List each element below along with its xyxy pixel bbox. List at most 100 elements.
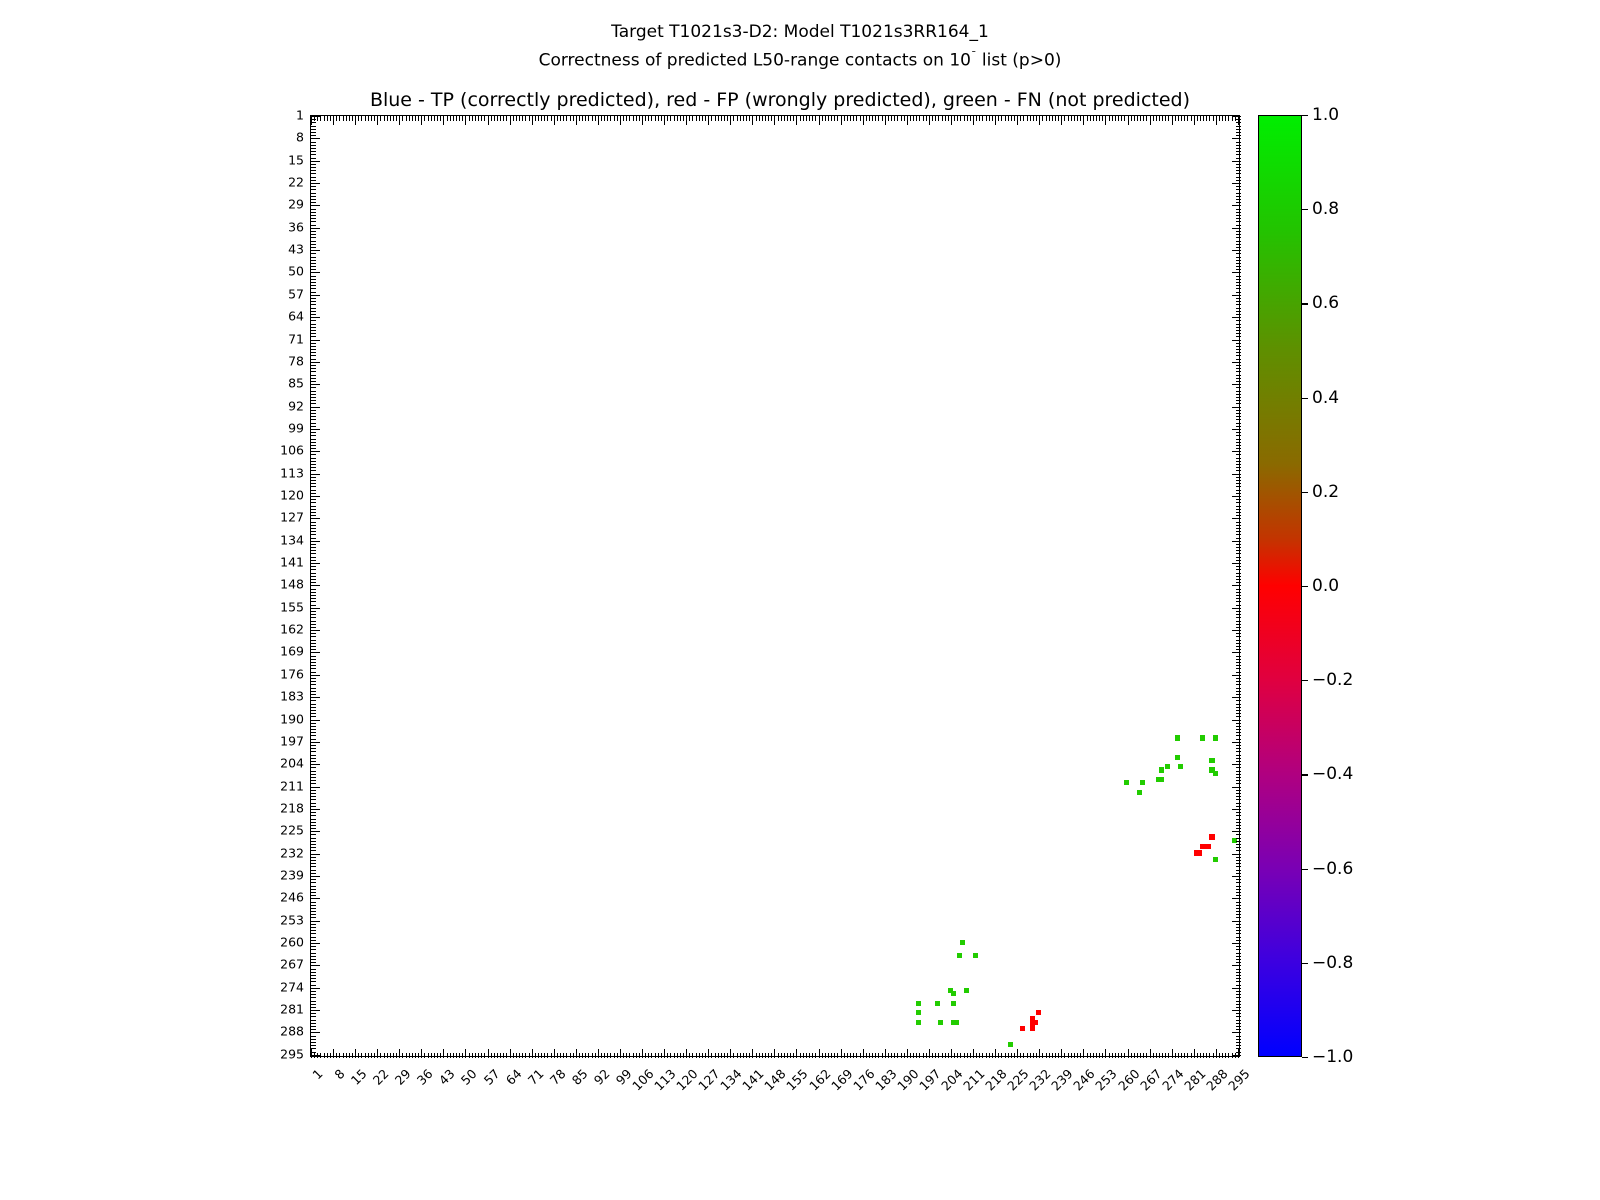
y-tick-label: 190: [280, 711, 304, 727]
axis-tick: [358, 1053, 360, 1058]
axis-tick: [1232, 898, 1241, 900]
axis-tick: [311, 572, 316, 574]
axis-tick: [311, 543, 316, 545]
axis-tick: [1061, 116, 1063, 125]
axis-tick: [695, 116, 697, 121]
axis-tick: [311, 412, 316, 414]
contact-cell-fn: [1159, 767, 1165, 773]
colorbar-tick-label: 0.8: [1312, 199, 1340, 220]
axis-tick: [1136, 1053, 1138, 1058]
axis-tick: [323, 1053, 325, 1058]
axis-tick: [1236, 575, 1241, 577]
axis-tick: [755, 116, 757, 121]
axis-tick: [311, 224, 316, 226]
axis-tick: [1236, 125, 1241, 127]
axis-tick: [311, 952, 316, 954]
axis-tick: [311, 329, 316, 331]
axis-tick: [1130, 116, 1132, 121]
axis-tick: [834, 1053, 836, 1058]
colorbar-tick: [1302, 397, 1308, 399]
axis-tick: [311, 879, 316, 881]
axis-tick: [638, 116, 640, 121]
axis-tick: [1236, 773, 1241, 775]
axis-tick: [635, 1053, 637, 1058]
axis-tick: [525, 116, 527, 121]
y-axis-labels: 1 8 15 22 29 36 43 50 57 64 71 78 85 92 99 106 113 120 127…: [242, 108, 304, 1062]
axis-tick: [777, 1053, 779, 1058]
axis-tick: [872, 1053, 874, 1058]
axis-tick: [1184, 1053, 1186, 1058]
axis-tick: [311, 1032, 320, 1034]
axis-tick: [1023, 116, 1025, 121]
axis-tick: [730, 116, 732, 125]
axis-tick: [708, 116, 710, 125]
axis-tick: [311, 1042, 316, 1044]
axis-tick: [396, 116, 398, 121]
axis-tick: [802, 1053, 804, 1058]
axis-tick: [843, 116, 845, 121]
axis-tick: [311, 1045, 316, 1047]
axis-tick: [560, 116, 562, 121]
axis-tick: [736, 116, 738, 121]
axis-tick: [311, 199, 316, 201]
axis-tick: [311, 515, 316, 517]
axis-tick: [1236, 732, 1241, 734]
axis-tick: [1029, 116, 1031, 121]
contact-cell-fp: [1209, 834, 1215, 840]
axis-tick: [954, 116, 956, 121]
axis-tick: [1236, 345, 1241, 347]
axis-tick: [1236, 480, 1241, 482]
axis-tick: [1236, 470, 1241, 472]
axis-tick: [692, 116, 694, 121]
axis-tick: [1159, 1053, 1161, 1058]
axis-tick: [1236, 527, 1241, 529]
axis-tick: [607, 116, 609, 121]
axis-tick: [311, 368, 316, 370]
axis-tick: [528, 116, 530, 121]
axis-tick: [311, 540, 320, 542]
axis-tick: [311, 732, 316, 734]
y-tick-label: 267: [280, 956, 304, 972]
axis-tick: [1124, 1053, 1126, 1058]
y-tick-label: 148: [280, 576, 304, 592]
axis-tick: [355, 116, 357, 125]
y-tick-label: 141: [280, 554, 304, 570]
colorbar-tick: [1302, 868, 1308, 870]
axis-tick: [553, 1049, 555, 1058]
axis-tick: [928, 116, 930, 125]
axis-tick: [1032, 116, 1034, 121]
axis-tick: [588, 116, 590, 121]
axis-tick: [351, 116, 353, 121]
axis-tick: [311, 582, 316, 584]
axis-tick: [311, 323, 316, 325]
axis-tick: [913, 1053, 915, 1058]
axis-tick: [311, 658, 316, 660]
axis-tick: [311, 863, 316, 865]
contact-map-plot[interactable]: [310, 115, 1241, 1058]
axis-tick: [311, 288, 316, 290]
axis-tick: [1236, 729, 1241, 731]
axis-tick: [311, 853, 320, 855]
axis-tick: [459, 1053, 461, 1058]
axis-tick: [1236, 776, 1241, 778]
axis-tick: [714, 116, 716, 121]
axis-tick: [1232, 607, 1241, 609]
axis-tick: [311, 655, 316, 657]
axis-tick: [673, 1053, 675, 1058]
axis-tick: [938, 1053, 940, 1058]
axis-tick: [1236, 802, 1241, 804]
axis-tick: [1039, 116, 1041, 125]
axis-tick: [1236, 390, 1241, 392]
axis-tick: [522, 1053, 524, 1058]
axis-tick: [427, 116, 429, 121]
axis-tick: [1171, 116, 1173, 125]
axis-tick: [941, 116, 943, 121]
axis-tick: [311, 406, 320, 408]
axis-tick: [547, 1053, 549, 1058]
axis-tick: [311, 770, 316, 772]
axis-tick: [1236, 323, 1241, 325]
axis-tick: [698, 116, 700, 121]
axis-tick: [613, 1053, 615, 1058]
axis-tick: [777, 116, 779, 121]
axis-tick: [311, 649, 316, 651]
